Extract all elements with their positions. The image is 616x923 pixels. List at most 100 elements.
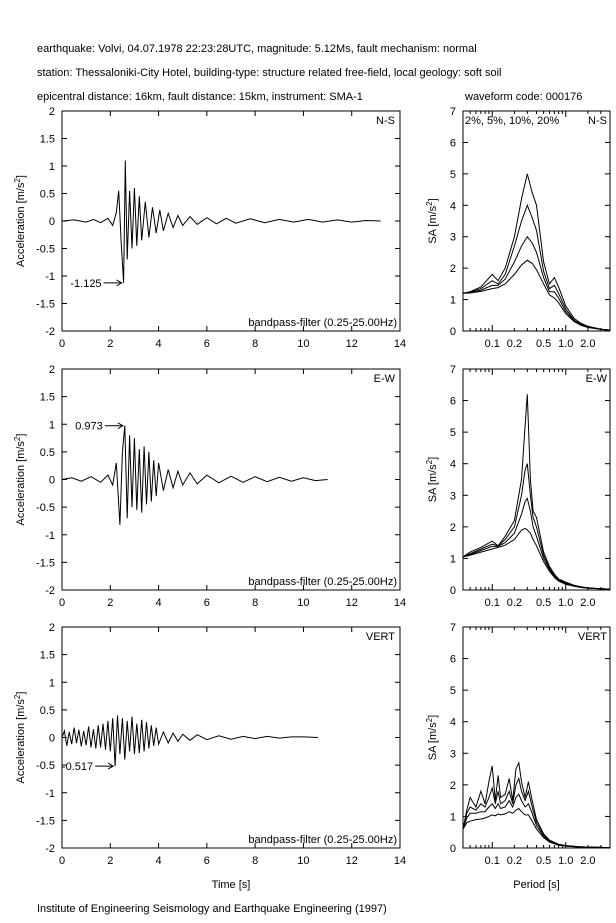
station-info: station: Thessaloniki-City Hotel, buildi…	[37, 67, 502, 79]
y-tick-label: 2	[49, 622, 55, 634]
earthquake-info: earthquake: Volvi, 04.07.1978 22:23:28UT…	[37, 43, 477, 55]
x-axis-label: Time [s]	[212, 879, 251, 891]
y-axis-label: SA [m/s2]	[425, 457, 439, 502]
y-tick-label: 1.5	[40, 650, 55, 662]
x-tick-label: 14	[394, 855, 406, 867]
spectrum-frame	[462, 626, 611, 849]
y-tick-label: 5	[450, 169, 456, 181]
peak-value-label: -1.125	[70, 278, 101, 290]
y-tick-label: 3	[450, 748, 456, 760]
y-tick-label: -1	[45, 271, 55, 283]
spectrum-curve-2pct	[462, 173, 611, 331]
x-tick-label: 8	[252, 597, 258, 609]
y-tick-label: 1	[450, 295, 456, 307]
y-tick-label: 5	[450, 685, 456, 697]
y-tick-label: -1.5	[36, 299, 55, 311]
x-tick-label: 0	[59, 338, 65, 350]
y-tick-label: 3	[450, 490, 456, 502]
x-tick-label: 6	[204, 597, 210, 609]
spectrum-curve-20pct	[462, 807, 611, 849]
x-tick-label: 0.2	[507, 597, 522, 609]
x-axis-label: Period [s]	[513, 879, 559, 891]
x-tick-label: 8	[252, 855, 258, 867]
spectrum-curve-20pct	[462, 527, 611, 590]
x-tick-label: 0.5	[536, 855, 551, 867]
y-tick-label: -0.5	[36, 502, 55, 514]
x-tick-label: 2	[107, 338, 113, 350]
x-tick-label: 1.0	[558, 597, 573, 609]
x-tick-label: 0.2	[507, 855, 522, 867]
y-tick-label: 0	[49, 475, 55, 487]
plot-frame	[61, 368, 401, 591]
x-tick-label: 2.0	[580, 338, 595, 350]
x-tick-label: 0.2	[507, 338, 522, 350]
spectrum-curve-2pct	[462, 394, 611, 590]
peak-arrowhead	[116, 279, 123, 287]
y-tick-label: 0	[49, 216, 55, 228]
x-tick-label: 0.1	[485, 597, 500, 609]
x-tick-label: 2.0	[580, 597, 595, 609]
peak-arrowhead	[117, 422, 124, 430]
y-tick-label: 2	[49, 364, 55, 376]
x-tick-label: 2	[107, 597, 113, 609]
x-tick-label: 10	[297, 597, 309, 609]
y-tick-label: 4	[450, 717, 456, 729]
footer-institute: Institute of Engineering Seismology and …	[37, 903, 387, 915]
x-tick-label: 8	[252, 338, 258, 350]
y-tick-label: 2	[450, 522, 456, 534]
plot-frame	[61, 626, 401, 849]
y-tick-label: 0.5	[40, 447, 55, 459]
y-tick-label: 7	[450, 622, 456, 634]
y-tick-label: -1	[45, 788, 55, 800]
x-tick-label: 10	[297, 338, 309, 350]
x-tick-label: 1.0	[558, 855, 573, 867]
acceleration-trace	[61, 425, 328, 525]
y-tick-label: 0	[450, 585, 456, 597]
x-tick-label: 0	[59, 597, 65, 609]
x-tick-label: 0	[59, 855, 65, 867]
spectrum-frame	[462, 368, 611, 591]
y-tick-label: 6	[450, 137, 456, 149]
peak-value-label: -0.517	[62, 761, 93, 773]
y-tick-label: -1.5	[36, 815, 55, 827]
peak-arrowhead	[107, 762, 115, 770]
peak-value-label: 0.973	[75, 421, 103, 433]
spectrum-curve-20pct	[462, 259, 611, 331]
y-tick-label: -0.5	[36, 760, 55, 772]
x-tick-label: 0.1	[485, 338, 500, 350]
y-tick-label: 1	[49, 677, 55, 689]
y-axis-label: Acceleration [m/s2]	[13, 692, 27, 784]
x-tick-label: 4	[156, 338, 162, 350]
y-tick-label: 0	[49, 733, 55, 745]
y-tick-label: 1	[49, 161, 55, 173]
y-tick-label: 1	[450, 811, 456, 823]
y-tick-label: 7	[450, 364, 456, 376]
distance-info: epicentral distance: 16km, fault distanc…	[37, 91, 363, 103]
component-label: N-S	[376, 115, 395, 127]
x-tick-label: 2	[107, 855, 113, 867]
x-tick-label: 12	[346, 855, 358, 867]
y-tick-label: 7	[450, 106, 456, 118]
y-tick-label: 6	[450, 654, 456, 666]
x-tick-label: 0.1	[485, 855, 500, 867]
y-tick-label: -1.5	[36, 557, 55, 569]
spectrum-frame	[462, 110, 611, 332]
spectrum-curve-5pct	[462, 203, 611, 331]
y-tick-label: 1.5	[40, 134, 55, 146]
x-tick-label: 14	[394, 597, 406, 609]
spectrum-curve-10pct	[462, 497, 611, 590]
y-axis-label: SA [m/s2]	[425, 715, 439, 760]
filter-label: bandpass-filter (0.25-25.00Hz)	[248, 317, 397, 329]
y-axis-label: Acceleration [m/s2]	[13, 175, 27, 267]
y-tick-label: 4	[450, 200, 456, 212]
y-tick-label: -2	[45, 843, 55, 855]
x-tick-label: 0.5	[536, 597, 551, 609]
x-tick-label: 1.0	[558, 338, 573, 350]
x-tick-label: 12	[346, 597, 358, 609]
y-tick-label: 0.5	[40, 189, 55, 201]
y-tick-label: 1	[49, 419, 55, 431]
y-tick-label: -2	[45, 585, 55, 597]
y-axis-label: Acceleration [m/s2]	[13, 434, 27, 526]
y-tick-label: 0	[450, 326, 456, 338]
filter-label: bandpass-filter (0.25-25.00Hz)	[248, 576, 397, 588]
